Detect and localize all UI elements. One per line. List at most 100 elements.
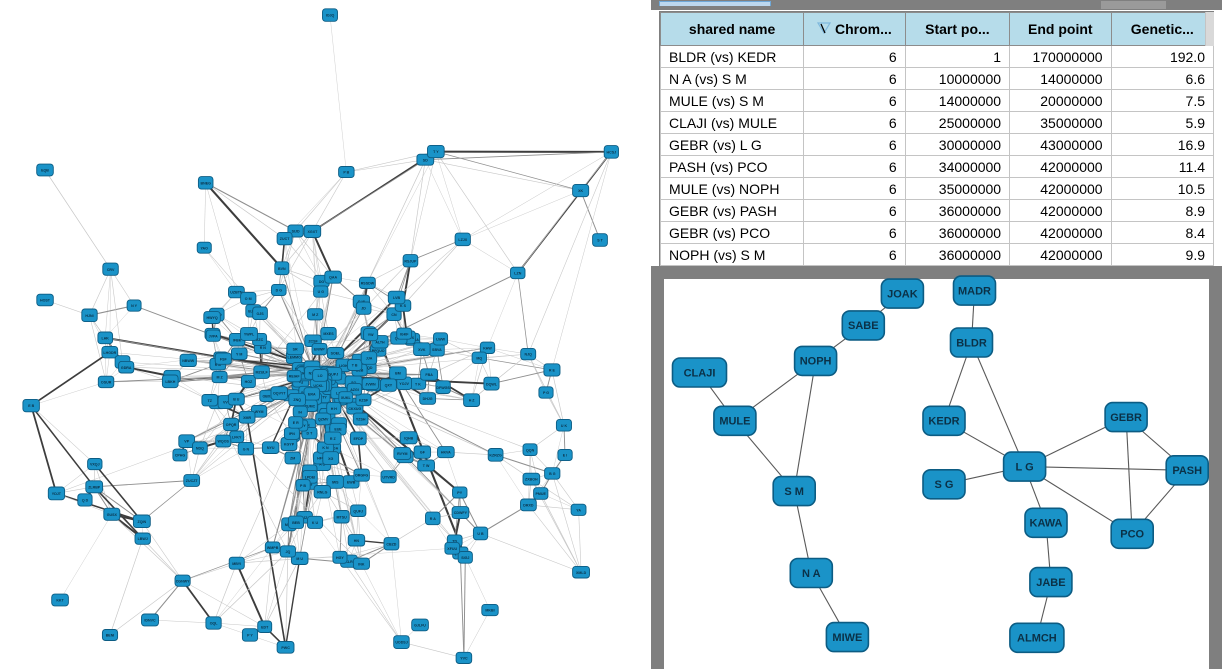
svg-text:NOPH: NOPH [800, 356, 832, 368]
svg-text:XK: XK [578, 189, 583, 193]
svg-text:ZNQ: ZNQ [293, 398, 301, 402]
svg-text:CBZD: CBZD [386, 542, 396, 546]
svg-text:CPHG: CPHG [175, 454, 186, 458]
svg-text:DO: DO [319, 280, 325, 284]
svg-text:HOST: HOST [40, 299, 51, 303]
svg-text:B G: B G [549, 472, 556, 476]
svg-text:XUKL: XUKL [341, 396, 352, 400]
svg-text:E I: E I [563, 454, 567, 458]
svg-text:LBKH: LBKH [165, 380, 175, 384]
svg-text:KAWA: KAWA [1030, 518, 1063, 530]
svg-text:P Y: P Y [247, 634, 253, 638]
svg-text:VP: VP [184, 440, 189, 444]
svg-text:SABE: SABE [848, 320, 879, 332]
svg-text:EFDP: EFDP [354, 437, 364, 441]
svg-text:CLAJI: CLAJI [684, 367, 716, 379]
svg-text:BVN: BVN [278, 267, 286, 271]
svg-text:YZSH: YZSH [356, 418, 366, 422]
svg-text:P G: P G [543, 391, 549, 395]
svg-text:T W: T W [423, 464, 430, 468]
svg-text:BLDR: BLDR [956, 337, 987, 349]
svg-text:HGY: HGY [336, 556, 344, 560]
svg-text:YA: YA [576, 508, 581, 512]
svg-text:NYU: NYU [267, 446, 275, 450]
svg-text:IOJQ: IOJQ [326, 14, 335, 18]
svg-text:OBXI: OBXI [263, 395, 272, 399]
svg-text:Q D: Q D [82, 499, 89, 503]
svg-text:ZUCZT: ZUCZT [186, 479, 199, 483]
svg-text:RNLG: RNLG [317, 490, 327, 494]
svg-text:CGNWY: CGNWY [176, 579, 190, 583]
svg-text:EWB: EWB [347, 481, 356, 485]
svg-text:JOAK: JOAK [887, 288, 918, 300]
svg-text:XMLD: XMLD [576, 571, 587, 575]
svg-text:N A: N A [802, 568, 821, 580]
svg-text:SD: SD [423, 158, 428, 162]
svg-text:CKXUG: CKXUG [348, 407, 361, 411]
svg-text:Y M: Y M [236, 352, 242, 356]
svg-text:YVC: YVC [460, 657, 468, 661]
svg-text:ZLRBP: ZLRBP [88, 485, 101, 489]
svg-text:KZSF: KZSF [359, 398, 369, 402]
svg-text:REIAF: REIAF [289, 375, 301, 379]
svg-text:BNEG: BNEG [201, 182, 212, 186]
svg-text:JABE: JABE [1036, 577, 1065, 589]
svg-text:ZCSF: ZCSF [308, 339, 318, 343]
svg-text:R Z: R Z [330, 437, 337, 441]
svg-text:E B: E B [28, 404, 34, 408]
svg-text:P B: P B [300, 484, 306, 488]
svg-text:BEB: BEB [292, 521, 300, 525]
svg-text:ORGFG: ORGFG [355, 474, 368, 478]
svg-text:T B: T B [352, 364, 358, 368]
svg-text:FBA: FBA [425, 373, 433, 377]
svg-text:R N: R N [260, 346, 267, 350]
svg-text:K U: K U [312, 521, 319, 525]
svg-text:VXQJ: VXQJ [90, 463, 100, 467]
svg-text:ZXBOH: ZXBOH [525, 478, 538, 482]
svg-text:HKVA: HKVA [441, 451, 451, 455]
svg-text:BENI: BENI [106, 634, 115, 638]
svg-text:RVYM: RVYM [397, 452, 407, 456]
svg-text:M Z: M Z [312, 313, 319, 317]
svg-text:DHJG: DHJG [423, 397, 433, 401]
svg-text:MBYI: MBYI [232, 562, 241, 566]
svg-text:VV: VV [223, 401, 228, 405]
svg-text:LHGDR: LHGDR [103, 351, 116, 355]
svg-text:LFKY: LFKY [232, 435, 242, 439]
svg-text:SR: SR [293, 348, 298, 352]
svg-text:CRV: CRV [107, 268, 115, 272]
svg-text:M Z: M Z [217, 376, 224, 380]
svg-text:RSSDW: RSSDW [361, 281, 375, 285]
svg-text:YWPL: YWPL [244, 333, 255, 337]
svg-text:IPN: IPN [289, 432, 295, 436]
svg-text:HJNI: HJNI [85, 314, 93, 318]
svg-text:KZRZG: KZRZG [489, 454, 502, 458]
svg-text:LWW: LWW [436, 338, 445, 342]
svg-text:LVB: LVB [393, 296, 400, 300]
svg-text:GEBR: GEBR [1110, 412, 1142, 424]
svg-text:MQ: MQ [476, 356, 482, 360]
svg-text:DFWGS: DFWGS [436, 386, 450, 390]
svg-text:MZULF: MZULF [256, 371, 269, 375]
svg-text:MIWE: MIWE [832, 632, 862, 644]
svg-text:PY: PY [457, 491, 462, 495]
svg-text:XFUU: XFUU [447, 547, 457, 551]
svg-text:B U: B U [233, 398, 240, 402]
svg-text:LO: LO [318, 374, 323, 378]
svg-text:ALMCH: ALMCH [1017, 633, 1057, 645]
svg-text:K S: K S [400, 304, 407, 308]
svg-text:OSUR: OSUR [101, 381, 112, 385]
svg-text:PASH: PASH [1172, 465, 1202, 477]
svg-text:OQVYT: OQVYT [273, 392, 286, 396]
svg-text:WMPB: WMPB [267, 546, 279, 550]
svg-text:JQ: JQ [286, 550, 291, 554]
svg-text:WYM: WYM [255, 410, 264, 414]
svg-text:SOEL: SOEL [331, 352, 342, 356]
svg-text:P B: P B [343, 171, 349, 175]
svg-text:SBVA: SBVA [432, 348, 442, 352]
svg-text:D G: D G [276, 289, 283, 293]
svg-text:M U: M U [296, 557, 303, 561]
svg-text:XVK: XVK [418, 348, 426, 352]
svg-text:U G: U G [318, 290, 325, 294]
svg-text:ZQIN: ZQIN [138, 520, 147, 524]
